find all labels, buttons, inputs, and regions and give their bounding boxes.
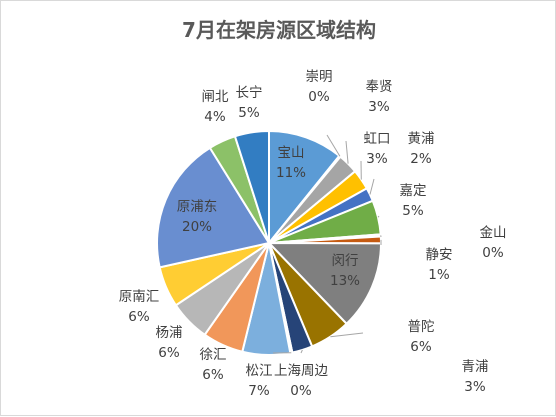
slice-label-value-4: 3% — [366, 151, 388, 167]
slice-label-value-8: 1% — [428, 267, 450, 283]
slice-label-name-13: 松江 — [246, 363, 273, 379]
slice-label-value-14: 6% — [202, 367, 224, 383]
slice-label-value-7: 0% — [482, 245, 504, 261]
slice-label-name-5: 黄浦 — [408, 131, 435, 147]
slice-label-value-18: 4% — [204, 109, 226, 125]
slice-label-name-16: 原南汇 — [119, 289, 160, 305]
slice-label-name-11: 青浦 — [462, 359, 489, 375]
slice-label-value-9: 13% — [330, 273, 360, 289]
slice-label-value-16: 6% — [128, 309, 150, 325]
slice-label-value-13: 7% — [248, 383, 270, 399]
slice-label-name-3: 奉贤 — [366, 79, 393, 95]
slice-label-value-12: 0% — [290, 383, 312, 399]
slice-label-value-1: 11% — [276, 165, 306, 181]
slice-label-value-2: 0% — [308, 89, 330, 105]
slice-label-value-19: 5% — [238, 105, 260, 121]
slice-label-name-17: 原浦东 — [177, 199, 218, 215]
slice-label-name-1: 宝山 — [278, 145, 305, 161]
leader-line-5 — [370, 179, 374, 195]
slice-label-name-15: 杨浦 — [156, 325, 183, 341]
slice-label-value-3: 3% — [368, 99, 390, 115]
slice-label-name-14: 徐汇 — [200, 347, 227, 363]
slice-label-value-17: 20% — [182, 219, 212, 235]
slice-label-name-10: 普陀 — [408, 319, 435, 335]
chart-title: 7月在架房源区域结构 — [182, 18, 376, 42]
slice-label-name-6: 嘉定 — [400, 183, 427, 199]
pie-slices — [157, 131, 381, 355]
slice-label-name-8: 静安 — [426, 247, 453, 263]
slice-label-value-15: 6% — [158, 345, 180, 361]
slice-label-name-2: 崇明 — [306, 69, 333, 85]
slice-label-name-4: 虹口 — [364, 131, 391, 147]
slice-label-name-7: 金山 — [480, 225, 507, 241]
slice-label-value-11: 3% — [464, 379, 486, 395]
slice-label-name-19: 长宁 — [236, 84, 263, 101]
slice-label-name-18: 闸北 — [202, 89, 229, 105]
slice-label-name-9: 闵行 — [332, 253, 359, 269]
leader-line-3 — [346, 141, 348, 164]
slice-label-name-12: 上海周边 — [274, 363, 328, 379]
slice-label-value-10: 6% — [410, 339, 432, 355]
slice-label-value-5: 2% — [410, 151, 432, 167]
slice-label-value-6: 5% — [402, 203, 424, 219]
